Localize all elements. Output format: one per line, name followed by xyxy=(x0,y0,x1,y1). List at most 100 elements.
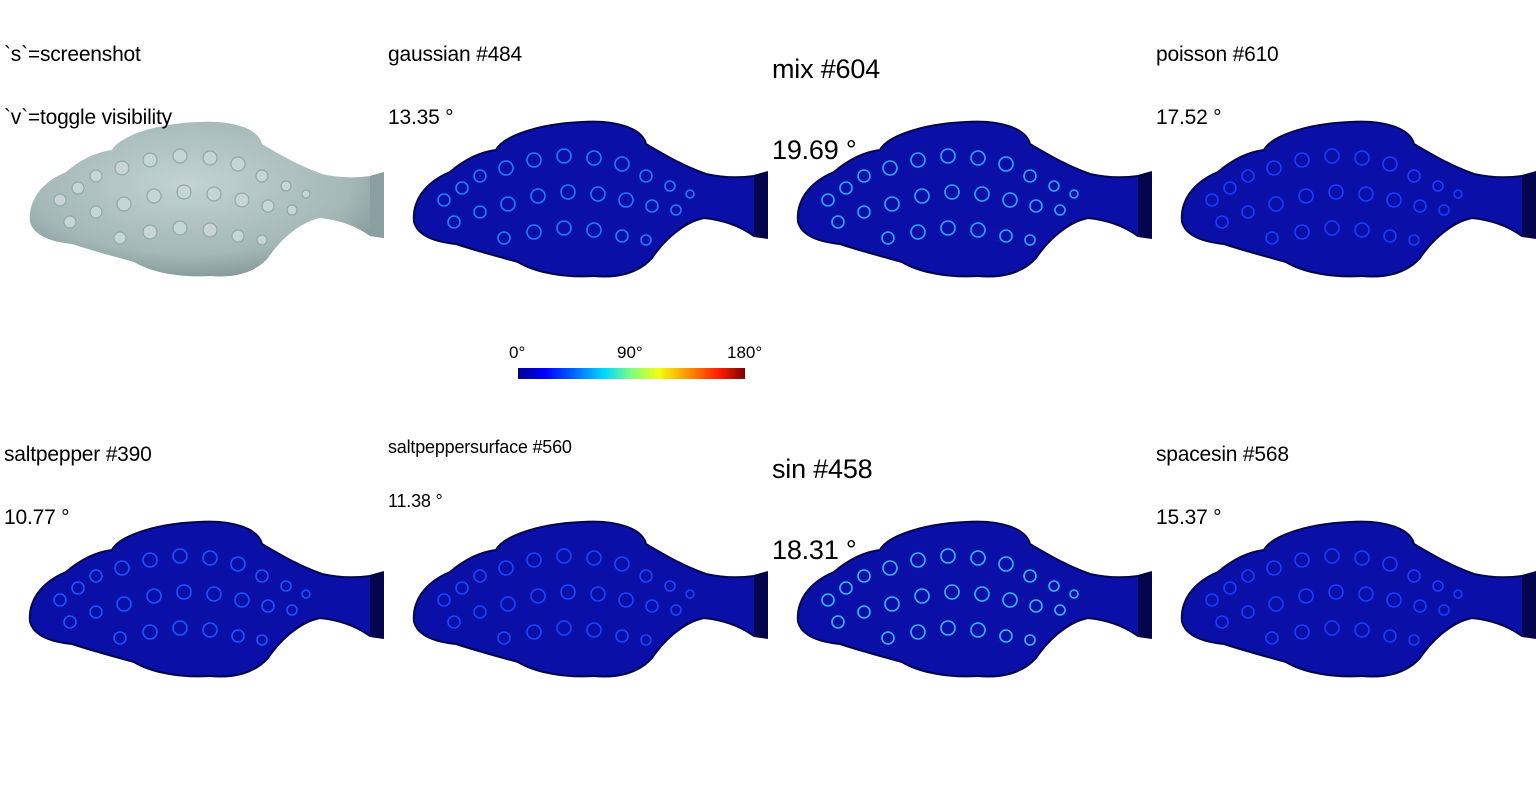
error-ring xyxy=(639,169,653,183)
viewport-original[interactable]: `s`=screenshot `v`=toggle visibility xyxy=(0,0,384,400)
error-ring xyxy=(89,605,103,619)
mesh-end-cap xyxy=(1522,172,1536,238)
error-ring xyxy=(1054,204,1066,216)
error-ring xyxy=(63,615,77,629)
mesh-body xyxy=(412,520,768,678)
error-ring xyxy=(437,593,451,607)
mesh-end-cap xyxy=(754,172,768,238)
viewport-saltpepper[interactable]: saltpepper #390 10.77 ° xyxy=(0,400,384,800)
error-ring xyxy=(940,220,956,236)
error-ring xyxy=(940,620,956,636)
mesh-spacesin xyxy=(1180,520,1536,678)
error-ring xyxy=(857,169,871,183)
mesh-gaussian xyxy=(412,120,768,278)
mesh-gaussian-surface xyxy=(412,120,768,278)
panel-error-value: 10.77 ° xyxy=(4,506,70,529)
error-ring xyxy=(1002,192,1018,208)
viewport-saltpeppersurface[interactable]: saltpeppersurface #560 11.38 ° xyxy=(384,400,768,800)
error-ring xyxy=(556,620,572,636)
error-ring xyxy=(176,584,192,600)
error-ring xyxy=(286,604,298,616)
error-ring xyxy=(1294,624,1310,640)
error-ring xyxy=(586,150,602,166)
error-ring xyxy=(146,588,162,604)
error-ring xyxy=(497,631,511,645)
mesh-body xyxy=(412,120,768,278)
panel-title: mix #604 xyxy=(772,54,880,84)
error-ring xyxy=(940,148,956,164)
error-ring xyxy=(256,634,268,646)
viewport-spacesin[interactable]: spacesin #568 15.37 ° xyxy=(1152,400,1536,800)
error-ring xyxy=(1241,569,1255,583)
error-ring xyxy=(1438,204,1450,216)
error-ring xyxy=(1029,599,1043,613)
mesh-body xyxy=(1180,520,1536,678)
error-ring xyxy=(1413,599,1427,613)
error-ring xyxy=(447,615,461,629)
mesh-end-cap xyxy=(1138,172,1152,238)
error-ring xyxy=(1324,148,1340,164)
mesh-spacesin-surface xyxy=(1180,520,1536,678)
error-ring xyxy=(1023,569,1037,583)
error-ring xyxy=(998,156,1014,172)
error-ring xyxy=(1324,620,1340,636)
error-ring xyxy=(685,589,695,599)
error-ring xyxy=(1266,160,1282,176)
error-ring xyxy=(556,148,572,164)
error-ring xyxy=(881,631,895,645)
error-ring xyxy=(910,152,926,168)
error-ring xyxy=(970,150,986,166)
error-ring xyxy=(614,156,630,172)
error-ring xyxy=(882,160,898,176)
error-ring xyxy=(1358,186,1374,202)
error-ring xyxy=(590,186,606,202)
error-ring xyxy=(301,589,311,599)
panel-label-gaussian: gaussian #484 13.35 ° xyxy=(388,2,522,170)
mesh-mix xyxy=(796,120,1152,278)
instructions-label: `s`=screenshot `v`=toggle visibility xyxy=(4,2,172,170)
error-ring xyxy=(857,205,871,219)
error-ring xyxy=(1205,593,1219,607)
mesh-poisson-surface xyxy=(1180,120,1536,278)
error-ring xyxy=(1054,604,1066,616)
error-ring xyxy=(1241,605,1255,619)
error-ring xyxy=(586,222,602,238)
mesh-end-cap xyxy=(370,572,384,638)
viewport-mix[interactable]: mix #604 19.69 ° xyxy=(768,0,1152,400)
error-ring xyxy=(530,588,546,604)
panel-error-value: 19.69 ° xyxy=(772,135,857,165)
error-ring xyxy=(1024,634,1036,646)
error-ring xyxy=(1413,199,1427,213)
error-ring xyxy=(1453,189,1463,199)
error-ring xyxy=(1358,586,1374,602)
error-ring xyxy=(857,605,871,619)
error-ring xyxy=(142,624,158,640)
error-ring xyxy=(497,231,511,245)
error-ring xyxy=(437,193,451,207)
viewport-gaussian[interactable]: gaussian #484 13.35 ° xyxy=(384,0,768,400)
error-ring xyxy=(1432,180,1444,192)
scalar-colorbar[interactable]: 0° 90° 180° xyxy=(505,344,765,384)
error-ring xyxy=(1205,193,1219,207)
error-ring xyxy=(685,189,695,199)
error-ring xyxy=(473,169,487,183)
error-ring xyxy=(1383,229,1397,243)
colorbar-gradient xyxy=(518,368,745,379)
error-ring xyxy=(556,220,572,236)
error-ring xyxy=(944,584,960,600)
panel-title: poisson #610 xyxy=(1156,43,1279,66)
mesh-body xyxy=(796,520,1152,678)
viewport-poisson[interactable]: poisson #610 17.52 ° xyxy=(1152,0,1536,400)
error-ring xyxy=(1294,152,1310,168)
error-ring xyxy=(1268,196,1284,212)
panel-label-saltpeppersurface: saltpeppersurface #560 11.38 ° xyxy=(388,402,572,546)
error-ring xyxy=(1386,192,1402,208)
error-ring xyxy=(821,193,835,207)
error-ring xyxy=(560,584,576,600)
viewport-sin[interactable]: sin #458 18.31 ° xyxy=(768,400,1152,800)
error-ring xyxy=(53,593,67,607)
mesh-poisson xyxy=(1180,120,1536,278)
panel-title: sin #458 xyxy=(772,454,873,484)
error-ring xyxy=(1438,604,1450,616)
error-ring xyxy=(618,192,634,208)
